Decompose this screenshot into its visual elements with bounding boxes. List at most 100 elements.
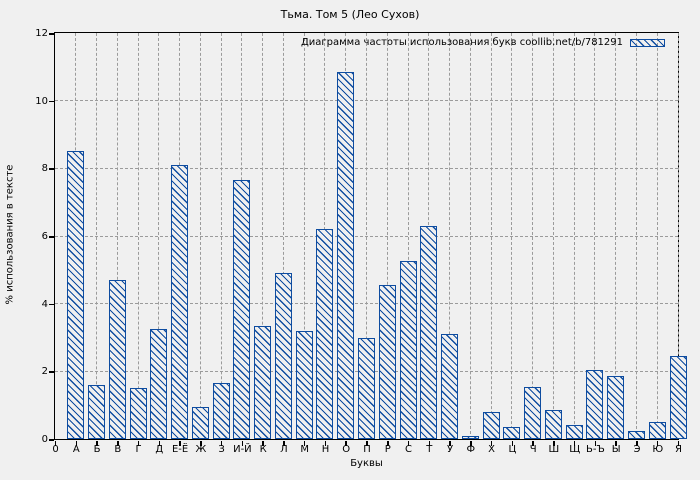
y-axis-tick: [49, 236, 54, 238]
x-tick-label: У: [447, 444, 454, 455]
y-tick-label: 4: [41, 298, 48, 310]
y-tick-label: 2: [41, 366, 48, 378]
x-tick-label: Т: [426, 444, 433, 455]
x-tick-label: Д: [155, 444, 164, 455]
x-tick-label: Ш: [548, 444, 560, 455]
x-tick-label: Х: [488, 444, 496, 455]
x-tick-label: Я: [675, 444, 682, 455]
h-gridline: [55, 303, 678, 305]
x-axis-tick: [511, 441, 514, 446]
x-tick-label: Ь-Ъ: [586, 444, 605, 455]
x-axis-tick: [283, 441, 285, 446]
x-axis-tick: [262, 441, 264, 446]
bar: [337, 71, 355, 439]
x-axis-label: Буквы: [350, 458, 383, 469]
bar: [108, 279, 126, 439]
plot-area: Диаграмма частоты использования букв coo…: [54, 32, 687, 440]
bar: [295, 330, 313, 439]
bar: [358, 337, 375, 439]
x-axis-tick: [449, 441, 451, 446]
x-tick-label: Ю: [652, 444, 664, 455]
x-axis-tick: [387, 441, 389, 446]
x-tick-label: Щ: [569, 444, 581, 455]
x-tick-label: Ы: [611, 444, 621, 455]
bar: [503, 427, 521, 439]
bar: [441, 334, 459, 439]
bar: [233, 180, 251, 439]
bar: [482, 411, 500, 439]
legend-label: Диаграмма частоты использования букв coo…: [300, 37, 623, 48]
bar: [648, 422, 666, 439]
y-axis-tick: [49, 100, 54, 103]
x-axis-tick: [490, 441, 493, 446]
x-tick-label: Ч: [529, 444, 537, 455]
bar: [607, 376, 625, 439]
bar: [191, 406, 209, 439]
x-tick-label: О: [342, 444, 351, 455]
x-axis-tick: [636, 441, 638, 446]
x-tick-label: А: [72, 444, 80, 455]
x-tick-label: М: [300, 444, 309, 455]
bar: [627, 430, 645, 439]
bar: [565, 425, 583, 439]
x-tick-label: С: [405, 444, 413, 455]
y-axis-label: % использования в тексте: [4, 164, 16, 305]
y-axis-tick: [49, 33, 54, 35]
x-tick-label: Н: [321, 444, 330, 455]
bar: [150, 329, 168, 439]
x-tick-label: 0: [52, 444, 59, 455]
x-axis-tick: [428, 441, 431, 446]
x-axis-tick: [615, 441, 617, 446]
x-tick-label: И-Й: [233, 444, 252, 455]
x-axis-tick: [594, 441, 597, 446]
x-axis-tick: [179, 441, 181, 446]
bar: [420, 225, 438, 439]
legend: Диаграмма частоты использования букв coo…: [301, 37, 665, 48]
bar: [669, 356, 687, 439]
bar: [399, 261, 417, 439]
bar: [129, 388, 147, 439]
x-tick-label: К: [259, 444, 267, 455]
x-tick-label: З: [218, 444, 225, 455]
x-axis-tick: [532, 441, 534, 446]
y-axis-tick: [49, 371, 54, 373]
y-tick-label: 8: [41, 163, 48, 175]
x-tick-label: Б: [93, 444, 101, 455]
bar: [254, 325, 272, 439]
x-tick-label: Е-Ё: [171, 444, 189, 455]
x-axis-tick: [303, 441, 306, 446]
y-tick-label: 0: [41, 434, 48, 445]
bar: [171, 164, 189, 439]
chart-title: Тьма. Том 5 (Лео Сухов): [280, 8, 420, 21]
x-axis-tick: [54, 441, 57, 446]
h-gridline: [55, 167, 678, 169]
bar: [274, 273, 292, 439]
bar: [212, 383, 230, 439]
y-axis-tick: [49, 439, 54, 441]
bar: [378, 285, 396, 439]
x-axis-tick: [200, 441, 202, 446]
v-gridline: [677, 33, 679, 439]
bar: [67, 151, 85, 439]
x-axis-tick: [366, 441, 368, 446]
x-axis-tick: [241, 441, 244, 446]
x-axis-tick: [573, 441, 576, 446]
x-axis-tick: [677, 441, 680, 446]
x-tick-label: Г: [135, 444, 142, 455]
x-tick-label: Ж: [195, 444, 207, 455]
x-axis-tick: [220, 441, 223, 446]
h-gridline: [55, 100, 678, 102]
y-tick-label: 6: [41, 231, 48, 242]
x-axis-tick: [117, 441, 119, 446]
x-tick-label: Ф: [466, 444, 476, 455]
bar: [88, 384, 106, 439]
x-axis-tick: [345, 441, 347, 446]
x-axis-tick: [324, 441, 327, 446]
bar: [461, 435, 479, 439]
x-tick-label: Л: [280, 444, 288, 455]
legend-swatch-hatched: [630, 38, 665, 47]
bar: [316, 229, 334, 439]
x-tick-label: Э: [633, 444, 641, 455]
x-tick-label: В: [114, 444, 122, 455]
